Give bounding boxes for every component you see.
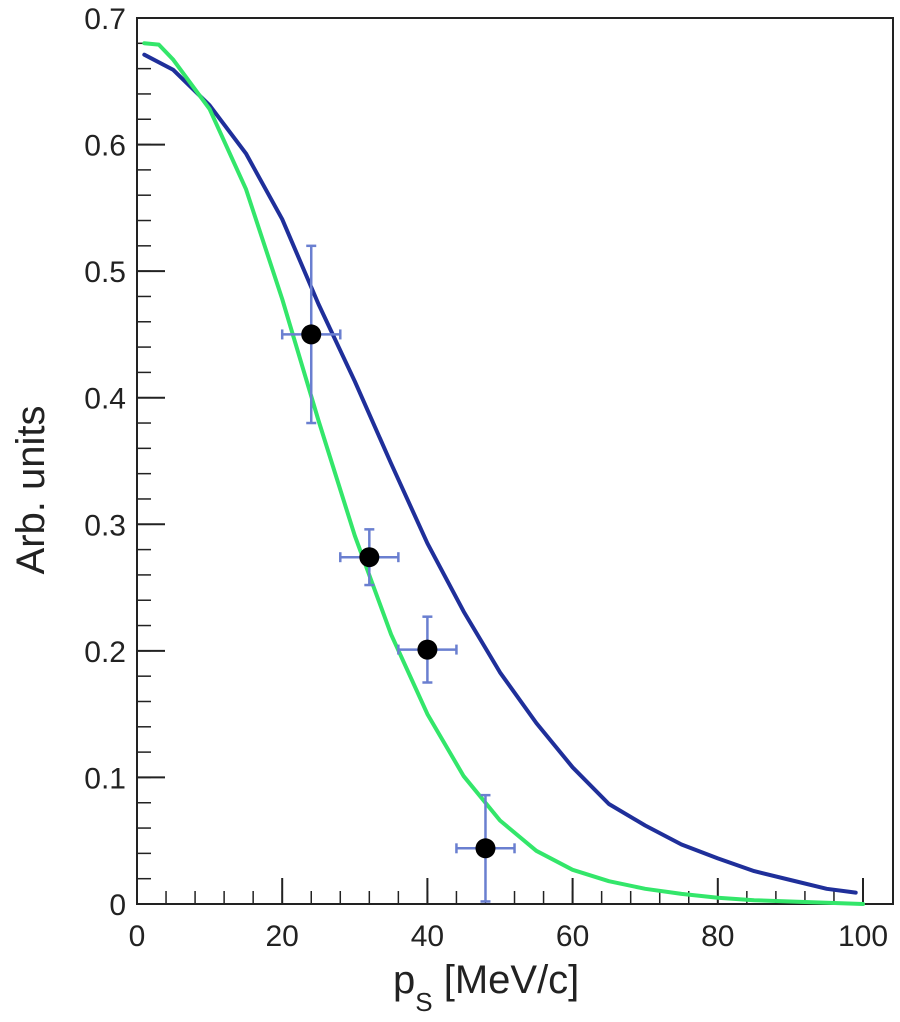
model-curve-blue xyxy=(142,52,858,895)
x-axis-title: pS [MeV/c] xyxy=(393,958,579,1017)
x-axis-title-unit: [MeV/c] xyxy=(433,958,580,1002)
x-tick-label: 20 xyxy=(266,920,299,953)
model-curve-green xyxy=(142,41,865,906)
y-tick-label: 0 xyxy=(109,889,126,922)
data-points xyxy=(301,324,496,859)
y-tick-label: 0.6 xyxy=(84,130,126,163)
data-point xyxy=(475,838,496,859)
y-minor-ticks xyxy=(137,17,151,905)
y-tick-label: 0.2 xyxy=(84,636,126,669)
y-tick-label: 0.4 xyxy=(84,383,126,416)
plot-frame xyxy=(136,17,894,905)
y-tick-labels: 0 0.1 0.2 0.3 0.4 0.5 0.6 0.7 xyxy=(84,3,126,922)
data-point xyxy=(359,547,380,568)
x-tick-label: 0 xyxy=(129,920,146,953)
y-tick-label: 0.5 xyxy=(84,256,126,289)
y-tick-label: 0.7 xyxy=(84,3,126,36)
model-curves xyxy=(142,41,865,906)
x-axis-title-subscript: S xyxy=(415,987,432,1017)
error-bars xyxy=(280,244,516,903)
y-tick-label: 0.1 xyxy=(84,762,126,795)
x-tick-label: 80 xyxy=(701,920,734,953)
x-tick-label: 40 xyxy=(411,920,444,953)
x-tick-label: 60 xyxy=(556,920,589,953)
y-axis-title: Arb. units xyxy=(9,406,53,575)
x-tick-label: 100 xyxy=(838,920,888,953)
data-point xyxy=(301,324,322,345)
x-tick-labels: 0 20 40 60 80 100 xyxy=(129,920,888,953)
x-axis-title-main: p xyxy=(393,958,415,1002)
major-ticks xyxy=(136,17,864,905)
y-tick-label: 0.3 xyxy=(84,509,126,542)
data-point xyxy=(417,639,438,660)
